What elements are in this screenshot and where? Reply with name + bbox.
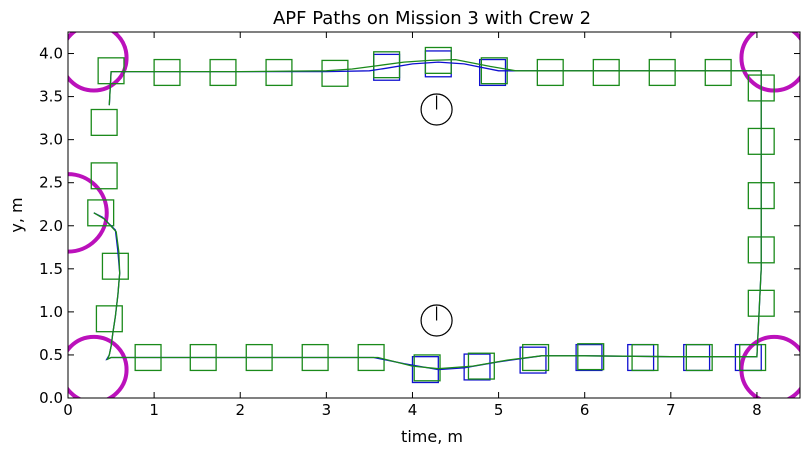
x-tick-label-2: 2 [235, 401, 245, 419]
robot-square-green-3 [265, 58, 293, 87]
robot-square-green-13 [90, 162, 118, 190]
axis-ticks: 0 1 2 3 4 5 6 7 8 0.0 0.5 1.0 1.5 2.0 2.5 3.0 3.5 4.0 [39, 32, 800, 419]
y-tick-label-2: 1.0 [39, 303, 63, 321]
robot-square-green-10 [648, 58, 676, 87]
robot-square-blue-6 [575, 343, 603, 372]
y-tick-label-5: 2.5 [39, 174, 63, 192]
x-tick-label-6: 6 [580, 401, 590, 419]
robot-square-blue-5 [519, 346, 547, 374]
x-axis-label: time, m [401, 427, 463, 446]
robot-square-blue-8 [683, 343, 711, 372]
robot-square-green-8 [536, 58, 564, 87]
x-tick-label-8: 8 [752, 401, 762, 419]
y-tick-label-7: 3.5 [39, 88, 63, 106]
robot-square-green-14 [87, 199, 115, 227]
robot-square-green-25 [577, 343, 605, 371]
x-tick-label-1: 1 [149, 401, 159, 419]
x-tick-label-0: 0 [63, 401, 73, 419]
x-tick-label-4: 4 [408, 401, 418, 419]
boundary-circle-0 [68, 32, 129, 93]
robot-square-green-1 [153, 58, 181, 87]
boundary-circle-1 [68, 172, 109, 254]
y-tick-label-4: 2.0 [39, 217, 63, 235]
x-tick-label-3: 3 [322, 401, 332, 419]
path-line-1 [93, 58, 762, 370]
plot-frame [67, 31, 801, 399]
robot-square-blue-2 [478, 58, 507, 87]
x-tick-label-7: 7 [666, 401, 676, 419]
robot-square-green-12 [90, 108, 118, 136]
y-tick-label-6: 3.0 [39, 131, 63, 149]
robot-square-green-15 [101, 252, 129, 280]
y-axis-label: y, m [7, 197, 26, 232]
y-tick-label-8: 4.0 [39, 45, 63, 63]
robot-square-green-22 [413, 354, 441, 382]
plot-area [68, 32, 800, 398]
robot-square-green-11 [704, 58, 732, 87]
y-tick-label-0: 0.0 [39, 389, 63, 407]
boundary-circle-2 [68, 334, 129, 398]
robot-square-green-2 [209, 58, 237, 87]
robot-square-green-33 [747, 289, 775, 317]
chart-title: APF Paths on Mission 3 with Crew 2 [273, 8, 591, 29]
x-tick-label-5: 5 [494, 401, 504, 419]
robot-square-green-4 [321, 59, 349, 87]
robot-square-green-26 [631, 343, 659, 372]
y-tick-label-1: 0.5 [39, 346, 63, 364]
robot-square-green-5 [373, 51, 401, 79]
robot-square-green-9 [592, 58, 620, 87]
obstacle-circle-1 [420, 304, 453, 337]
obstacle-circle-0 [420, 93, 453, 126]
robot-square-green-16 [95, 305, 123, 333]
robot-square-green-27 [685, 343, 713, 372]
path-line-0 [93, 61, 762, 371]
robot-square-green-28 [739, 343, 767, 372]
y-tick-label-3: 1.5 [39, 260, 63, 278]
boundary-circle-4 [739, 334, 800, 398]
